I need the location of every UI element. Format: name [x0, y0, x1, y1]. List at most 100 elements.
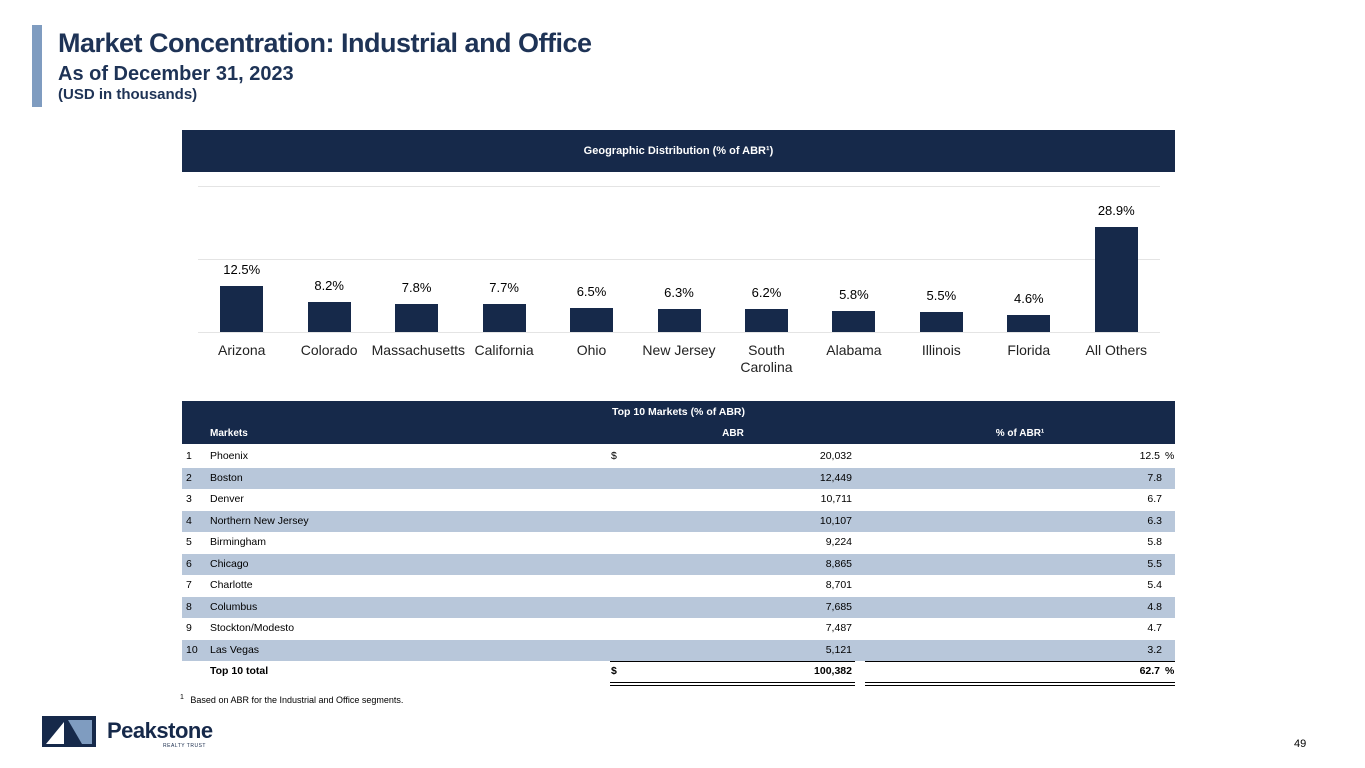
pct: 6.3	[1147, 514, 1162, 527]
rank: 1	[186, 450, 192, 462]
x-tick-label: Ohio	[576, 342, 607, 358]
grid-line	[198, 259, 1160, 260]
value-label: 28.9%	[1097, 202, 1135, 218]
table-row	[182, 596, 1175, 618]
accent-bar	[32, 25, 42, 107]
total-label: Top 10 total	[210, 665, 269, 677]
x-tick-label: All Others	[1085, 342, 1147, 358]
table-row	[182, 510, 1175, 532]
grid-line	[198, 186, 1160, 187]
market: Denver	[210, 493, 244, 505]
footnote: 1 Based on ABR for the Industrial and Of…	[180, 694, 403, 705]
total-abr: 100,382	[814, 665, 852, 677]
table-row	[182, 489, 1175, 511]
bar	[657, 309, 701, 332]
market: Boston	[210, 471, 243, 484]
abr: 7,685	[825, 600, 852, 613]
rank: 4	[186, 514, 192, 527]
rank: 2	[186, 471, 192, 484]
abr: 10,711	[820, 493, 852, 505]
bar	[1007, 315, 1051, 332]
rank: 5	[186, 536, 192, 548]
table-header	[182, 401, 1175, 444]
bar	[1094, 226, 1138, 332]
pct: 6.7	[1147, 493, 1162, 505]
footnote-mark: 1	[180, 694, 184, 701]
column-header: % of ABR¹	[995, 428, 1045, 439]
rank: 7	[186, 579, 192, 591]
unit: %	[1165, 450, 1175, 462]
bar	[482, 303, 526, 332]
chart-header: Geographic Distribution (% of ABR¹)	[182, 130, 1175, 172]
rule	[610, 661, 855, 662]
abr: 8,701	[825, 579, 852, 591]
footnote-text: Based on ABR for the Industrial and Offi…	[190, 695, 404, 705]
currency: $	[611, 450, 617, 462]
bar	[395, 303, 439, 332]
x-tick-label: Colorado	[300, 342, 358, 358]
total-pct: 62.7	[1139, 665, 1160, 677]
total-unit: %	[1165, 665, 1175, 677]
pct: 5.8	[1147, 536, 1162, 548]
table-row	[182, 553, 1175, 575]
units-note: (USD in thousands)	[58, 86, 198, 103]
pct: 12.5	[1139, 450, 1160, 462]
pct: 7.8	[1147, 471, 1162, 484]
value-label: 4.6%	[1013, 291, 1044, 307]
value-label: 5.5%	[926, 287, 957, 303]
abr: 10,107	[819, 514, 852, 527]
value-label: 12.5%	[223, 262, 261, 278]
market: Las Vegas	[210, 643, 260, 656]
x-tick-label: California	[474, 342, 534, 358]
pct: 5.5	[1147, 557, 1162, 570]
page-number: 49	[1294, 738, 1307, 750]
column-header: ABR	[722, 428, 744, 439]
bar	[744, 309, 788, 332]
table-row	[182, 532, 1175, 554]
x-tick-label: Illinois	[921, 342, 961, 358]
rank: 9	[186, 622, 192, 634]
pct: 5.4	[1147, 579, 1162, 591]
total-currency: $	[611, 665, 617, 677]
rank: 10	[186, 643, 198, 656]
bar	[307, 302, 351, 332]
logo-name: Peakstone	[107, 718, 213, 743]
pct: 4.7	[1147, 622, 1162, 634]
value-label: 6.3%	[664, 285, 694, 300]
abr: 5,121	[825, 643, 852, 656]
rank: 8	[186, 600, 192, 613]
rule	[865, 661, 1175, 662]
bar	[220, 286, 264, 332]
value-label: 6.5%	[576, 284, 607, 300]
market: Birmingham	[210, 536, 267, 548]
value-label: 7.8%	[401, 279, 432, 295]
slide-title: Market Concentration: Industrial and Off…	[58, 28, 592, 58]
market: Phoenix	[210, 450, 248, 462]
rank: 3	[186, 493, 192, 505]
logo-icon	[42, 716, 96, 747]
x-tick-label: Florida	[1007, 342, 1051, 358]
market: Chicago	[210, 557, 249, 570]
bar	[832, 310, 876, 332]
bar	[570, 308, 614, 332]
table-row	[182, 575, 1175, 597]
table-row	[182, 446, 1175, 468]
value-label: 6.2%	[751, 285, 782, 301]
x-tick-label: Massachusetts	[371, 342, 465, 358]
value-label: 8.2%	[314, 278, 344, 294]
logo-tagline: REALTY TRUST	[163, 743, 206, 749]
bar	[919, 311, 963, 332]
table-row	[182, 467, 1175, 489]
abr: 8,865	[825, 557, 852, 570]
table-title: Top 10 Markets (% of ABR)	[611, 406, 745, 418]
table-row	[182, 639, 1175, 661]
pct: 3.2	[1147, 643, 1162, 656]
x-tick-label: New Jersey	[642, 342, 716, 358]
pct: 4.8	[1147, 600, 1162, 613]
rank: 6	[186, 557, 192, 570]
double-rule	[865, 682, 1175, 686]
abr: 9,224	[825, 536, 852, 548]
grid-line	[198, 332, 1160, 333]
double-rule	[610, 682, 855, 686]
x-tick-label: Arizona	[217, 342, 266, 358]
